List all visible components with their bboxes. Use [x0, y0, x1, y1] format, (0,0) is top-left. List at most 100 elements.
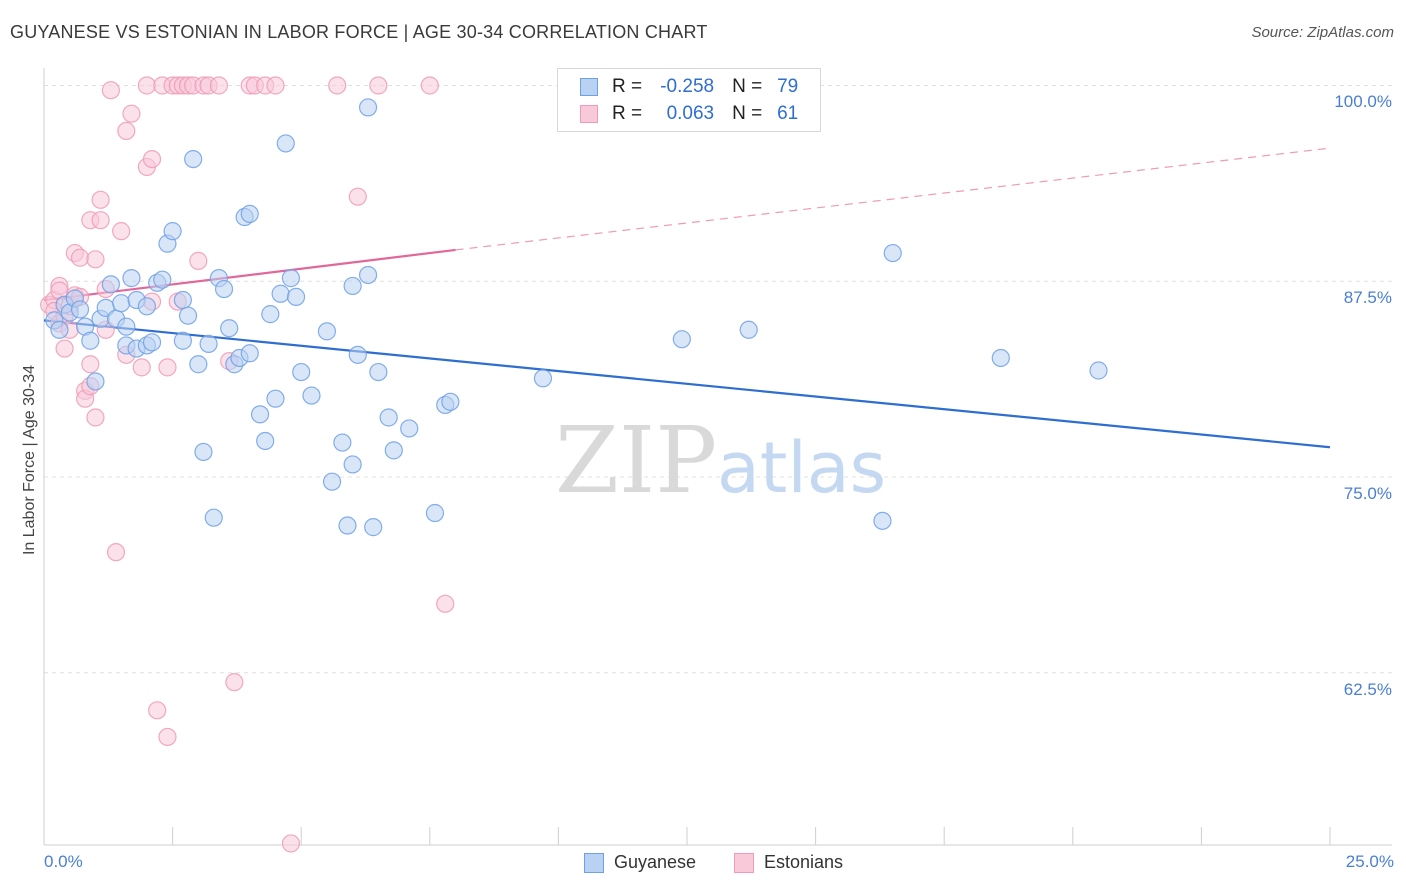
point-guyanese: [194, 442, 213, 462]
watermark-atlas: atlas: [717, 427, 886, 509]
point-guyanese: [153, 270, 172, 289]
point-estonians: [281, 834, 301, 853]
point-guyanese: [739, 320, 758, 339]
point-estonians: [189, 251, 208, 270]
point-guyanese: [364, 518, 383, 537]
legend-n-value: 79: [777, 76, 799, 97]
point-guyanese: [81, 331, 100, 350]
point-guyanese: [101, 275, 120, 294]
point-guyanese: [214, 279, 234, 299]
y-tick-label: 87.5%: [1343, 288, 1392, 308]
chart-title: GUYANESE VS ESTONIAN IN LABOR FORCE | AG…: [10, 22, 708, 42]
point-guyanese: [117, 317, 136, 336]
y-tick-label: 62.5%: [1343, 679, 1392, 699]
legend-label-guyanese: Guyanese: [614, 852, 697, 872]
legend-r-label: R =: [612, 103, 643, 124]
point-guyanese: [441, 392, 460, 411]
point-guyanese: [173, 331, 192, 350]
point-guyanese: [1089, 361, 1108, 380]
point-guyanese: [358, 265, 378, 285]
point-guyanese: [343, 455, 362, 474]
point-estonians: [348, 187, 367, 206]
legend-row-estonians: R = 0.063 N = 61: [580, 102, 798, 126]
point-estonians: [209, 76, 228, 95]
legend-n-value: 61: [777, 103, 799, 124]
point-guyanese: [400, 419, 419, 438]
point-estonians: [225, 673, 244, 692]
point-estonians: [122, 104, 141, 123]
point-guyanese: [991, 348, 1010, 368]
point-estonians: [112, 222, 131, 241]
point-guyanese: [425, 503, 445, 523]
gridlines: [44, 84, 1392, 674]
point-estonians: [137, 76, 156, 95]
point-guyanese: [281, 269, 301, 288]
point-estonians: [55, 339, 74, 358]
point-guyanese: [348, 345, 367, 364]
point-guyanese: [338, 516, 357, 535]
point-guyanese: [50, 320, 69, 339]
point-guyanese: [379, 408, 398, 427]
trend-line-guyanese: [43, 319, 1331, 449]
point-estonians: [81, 355, 100, 374]
point-guyanese: [261, 305, 280, 324]
point-guyanese: [220, 319, 239, 338]
point-guyanese: [112, 294, 131, 313]
point-guyanese: [70, 300, 90, 319]
point-estonians: [132, 358, 151, 377]
point-guyanese: [384, 441, 403, 460]
point-guyanese: [266, 389, 285, 408]
x-tick-max: 25.0%: [1345, 852, 1394, 871]
point-guyanese: [256, 431, 275, 451]
y-tick-label: 100.0%: [1334, 92, 1392, 112]
point-estonians: [117, 121, 136, 141]
point-guyanese: [533, 369, 553, 388]
point-guyanese: [369, 362, 388, 382]
point-guyanese: [333, 433, 352, 452]
point-guyanese: [292, 362, 311, 382]
legend-n-label: N =: [732, 103, 763, 124]
point-guyanese: [286, 287, 306, 306]
point-estonians: [101, 81, 120, 100]
legend-item-guyanese[interactable]: Guyanese: [584, 852, 696, 873]
data-points: [40, 76, 1108, 853]
point-guyanese: [240, 204, 259, 224]
point-guyanese: [672, 330, 691, 349]
point-guyanese: [204, 508, 223, 527]
watermark-zip: ZIP: [555, 407, 717, 514]
legend-swatch-estonians: [580, 105, 598, 123]
point-guyanese: [122, 269, 141, 288]
point-guyanese: [178, 306, 198, 325]
point-guyanese: [271, 284, 290, 303]
point-estonians: [436, 594, 455, 613]
point-estonians: [91, 211, 110, 230]
point-estonians: [86, 250, 105, 269]
legend-swatch-estonians: [734, 852, 754, 873]
point-estonians: [369, 76, 388, 95]
point-estonians: [158, 727, 177, 747]
point-estonians: [148, 701, 167, 720]
trend-lines: [43, 147, 1331, 449]
point-guyanese: [199, 334, 218, 353]
point-estonians: [142, 149, 162, 169]
point-guyanese: [276, 134, 295, 153]
source-label: Source: ZipAtlas.com: [1251, 24, 1394, 41]
point-guyanese: [322, 472, 342, 491]
point-guyanese: [873, 511, 892, 530]
point-guyanese: [163, 222, 182, 241]
legend-label-estonians: Estonians: [764, 852, 844, 872]
legend-r-value: -0.258: [660, 76, 715, 97]
legend-item-estonians[interactable]: Estonians: [734, 852, 843, 873]
point-guyanese: [173, 290, 192, 310]
point-estonians: [158, 358, 177, 377]
point-estonians: [91, 190, 110, 209]
legend-swatch-guyanese: [580, 78, 598, 96]
axes: [43, 68, 1392, 846]
y-tick-label: 75.0%: [1343, 483, 1392, 503]
point-guyanese: [240, 344, 259, 363]
correlation-legend: R = -0.258 N = 79 R = 0.063 N = 61: [557, 68, 821, 132]
point-guyanese: [86, 372, 105, 391]
point-guyanese: [343, 276, 362, 296]
point-estonians: [106, 543, 126, 562]
